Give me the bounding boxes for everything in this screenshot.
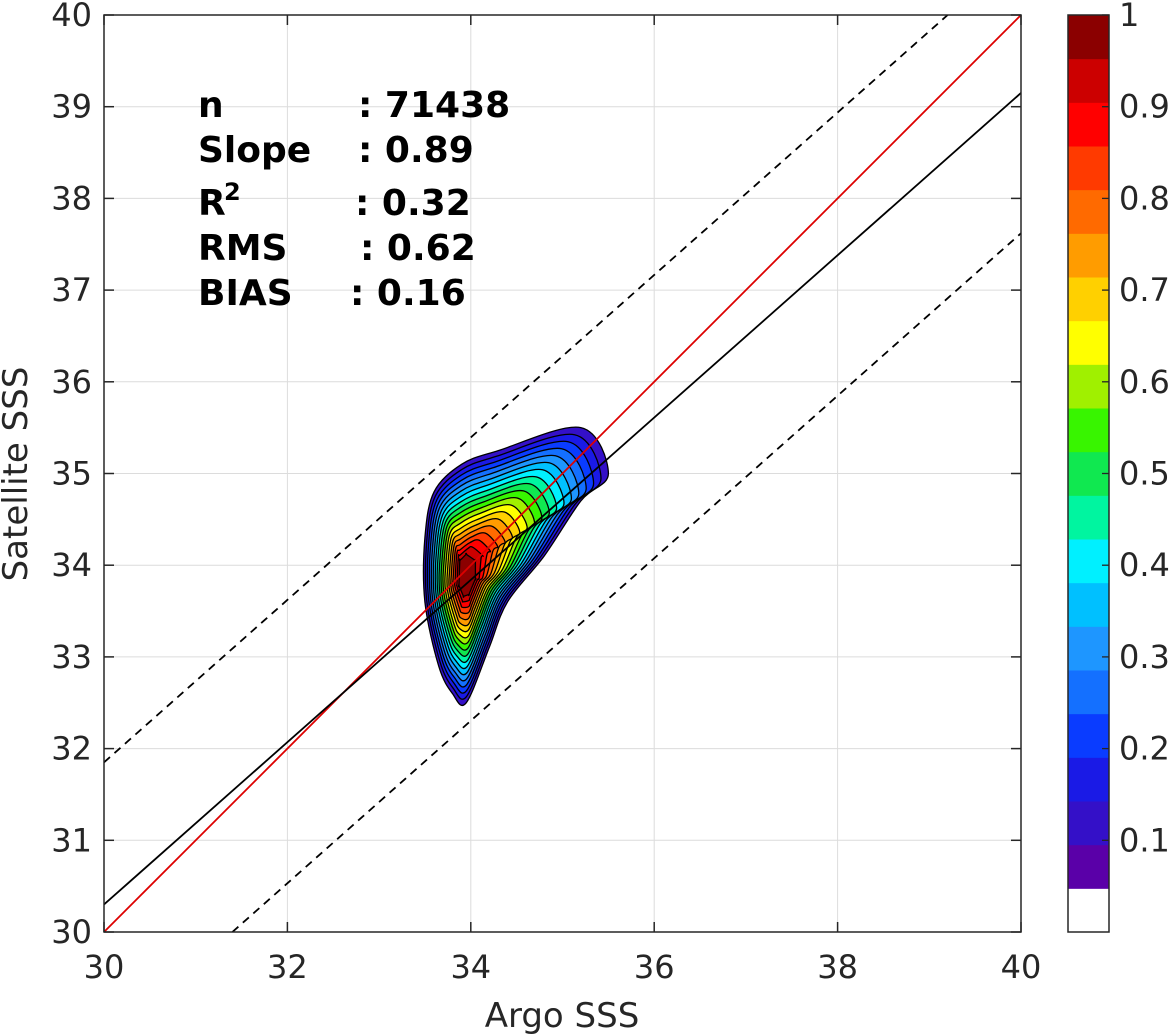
stat-value: : 71438 — [358, 85, 510, 126]
colorbar-segment — [1068, 146, 1109, 191]
colorbar-segment — [1068, 102, 1109, 147]
colorbar-tick-label: 0.4 — [1119, 546, 1170, 584]
y-tick-label: 30 — [51, 913, 92, 951]
colorbar-tick-label: 0.5 — [1119, 455, 1170, 493]
colorbar-segment — [1068, 277, 1109, 322]
colorbar-segment — [1068, 582, 1109, 627]
stat-label: RMS — [198, 228, 287, 269]
y-axis-label: Satellite SSS — [0, 367, 36, 582]
colorbar-segment — [1068, 670, 1109, 715]
axis-ticks: 30 32 34 36 38 40 30 31 32 33 34 35 36 37 38 39 40 — [51, 0, 1041, 986]
stat-label: Slope — [198, 130, 311, 171]
y-tick-label: 37 — [51, 271, 92, 309]
x-tick-label: 36 — [634, 948, 675, 986]
colorbar-segment — [1068, 844, 1109, 889]
colorbar-segment — [1068, 233, 1109, 278]
colorbar-segment — [1068, 58, 1109, 103]
colorbar-segment — [1068, 364, 1109, 409]
colorbar-tick-label: 0.6 — [1119, 363, 1170, 401]
one-to-one-line — [104, 15, 1021, 932]
colorbar-tick-label: 0.2 — [1119, 730, 1170, 768]
x-tick-label: 32 — [267, 948, 308, 986]
stat-value: : 0.32 — [355, 183, 471, 224]
stat-superscript: 2 — [224, 178, 241, 206]
stat-value: : 0.16 — [350, 273, 466, 314]
lower-bound-line — [231, 232, 1021, 932]
colorbar-tick-label: 0.8 — [1119, 179, 1170, 217]
colorbar-segment — [1068, 189, 1109, 234]
colorbar-tick-label: 0.3 — [1119, 638, 1170, 676]
colorbar: 0.1 0.2 0.3 0.4 0.5 0.6 0.7 0.8 0.9 1 — [1067, 0, 1170, 933]
x-tick-label: 38 — [817, 948, 858, 986]
y-tick-label: 35 — [51, 455, 92, 493]
colorbar-tick-label: 0.7 — [1119, 271, 1170, 309]
stat-value: : 0.62 — [360, 228, 476, 269]
grid — [103, 14, 1022, 933]
upper-bound-line — [104, 15, 949, 764]
y-tick-label: 33 — [51, 638, 92, 676]
colorbar-tick-label: 1 — [1119, 0, 1139, 34]
colorbar-segment — [1068, 757, 1109, 802]
reference-lines — [104, 15, 1021, 932]
stat-value: : 0.89 — [358, 130, 474, 171]
y-tick-label: 38 — [51, 179, 92, 217]
colorbar-segment — [1068, 713, 1109, 758]
y-tick-label: 40 — [51, 0, 92, 34]
regression-line — [104, 92, 1021, 906]
y-tick-label: 31 — [51, 821, 92, 859]
colorbar-segment — [1068, 626, 1109, 671]
stats-annotation: n : 71438 Slope : 0.89 R2 : 0.32 RMS : 0.62 BIAS… — [198, 85, 510, 314]
colorbar-segment — [1068, 495, 1109, 540]
colorbar-segment — [1068, 801, 1109, 846]
colorbar-segment — [1068, 15, 1109, 60]
colorbar-tick-label: 0.1 — [1119, 821, 1170, 859]
x-tick-label: 40 — [1001, 948, 1042, 986]
y-tick-label: 36 — [51, 363, 92, 401]
colorbar-segment — [1068, 320, 1109, 365]
stat-label: n — [198, 85, 224, 126]
x-axis-label: Argo SSS — [485, 996, 640, 1035]
x-tick-label: 30 — [84, 948, 125, 986]
colorbar-segment — [1068, 539, 1109, 584]
stat-label: BIAS — [198, 273, 293, 314]
y-tick-label: 32 — [51, 730, 92, 768]
colorbar-tick-label: 0.9 — [1119, 88, 1170, 126]
stat-label: R — [198, 183, 226, 224]
colorbar-segment — [1068, 408, 1109, 453]
y-tick-label: 34 — [51, 546, 92, 584]
x-tick-label: 34 — [450, 948, 491, 986]
colorbar-segment — [1068, 888, 1109, 933]
y-tick-label: 39 — [51, 88, 92, 126]
